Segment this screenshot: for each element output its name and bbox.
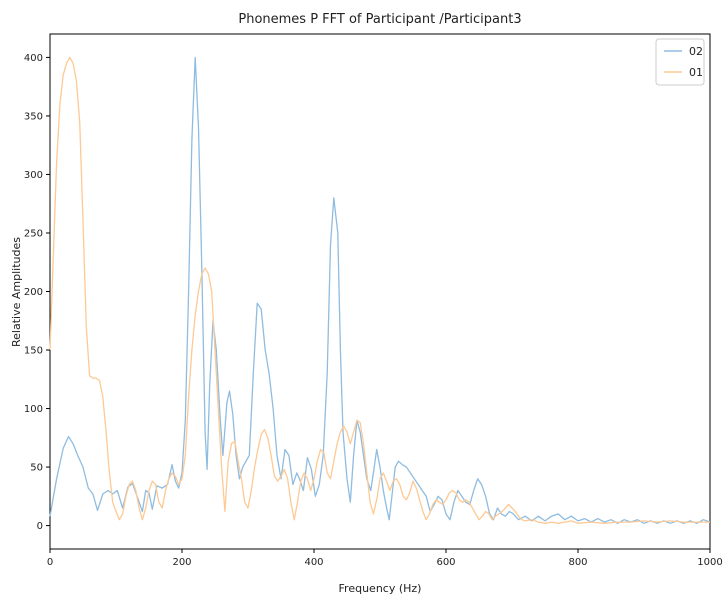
y-tick-label: 50 <box>30 463 43 474</box>
chart-title: Phonemes P FFT of Participant /Participa… <box>238 12 521 27</box>
x-tick-label: 1000 <box>697 557 722 568</box>
y-tick-label: 0 <box>37 521 43 532</box>
plot-area: 0 200 400 600 800 1000 0 50 100 150 200 250 300 350 4… <box>24 33 723 568</box>
y-tick-label: 400 <box>24 53 43 64</box>
y-axis-label: Relative Amplitudes <box>10 237 23 347</box>
series-line-01 <box>49 56 710 524</box>
x-axis: 0 200 400 600 800 1000 <box>47 549 723 568</box>
y-tick-label: 300 <box>24 170 43 181</box>
x-tick-label: 200 <box>172 557 191 568</box>
y-tick-label: 100 <box>24 404 43 415</box>
x-tick-label: 600 <box>436 557 455 568</box>
y-tick-label: 250 <box>24 228 43 239</box>
x-tick-label: 0 <box>47 557 53 568</box>
y-tick-label: 150 <box>24 346 43 357</box>
series-layer <box>49 56 711 524</box>
legend-label-02: 02 <box>689 45 703 58</box>
y-axis: 0 50 100 150 200 250 300 350 400 <box>24 53 50 532</box>
y-tick-label: 350 <box>24 111 43 122</box>
x-tick-label: 400 <box>304 557 323 568</box>
series-line-02 <box>49 56 711 524</box>
x-axis-label: Frequency (Hz) <box>339 582 422 595</box>
x-tick-label: 800 <box>568 557 587 568</box>
legend-label-01: 01 <box>689 66 703 79</box>
y-tick-label: 200 <box>24 287 43 298</box>
legend: 02 01 <box>655 38 705 86</box>
